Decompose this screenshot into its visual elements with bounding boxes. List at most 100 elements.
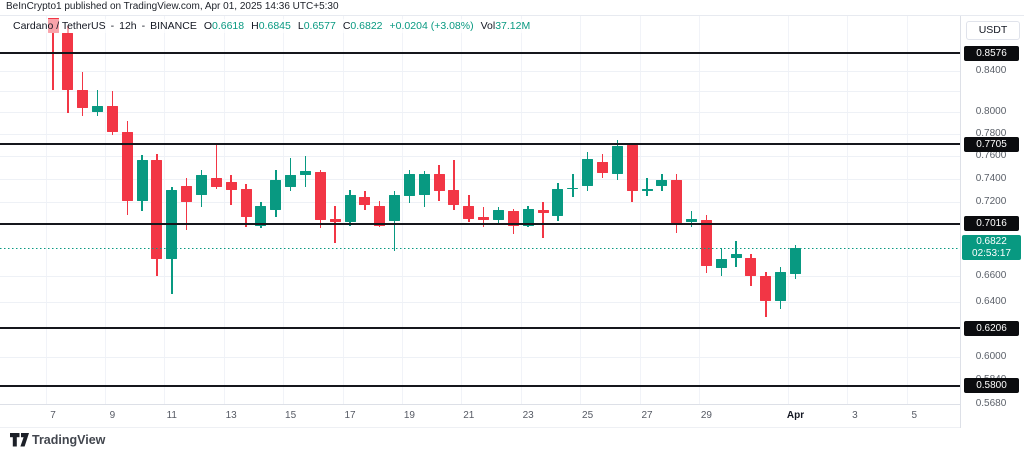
time-tick-label: 11 [166, 410, 177, 421]
price-line-badge: 0.7705 [964, 136, 1019, 152]
candle-body [151, 160, 163, 260]
candle-body [359, 197, 371, 206]
time-tick-label: 25 [582, 410, 594, 421]
candle-wick [453, 160, 455, 211]
vertical-gridline [906, 15, 908, 404]
tradingview-wordmark[interactable]: TradingView [32, 433, 106, 447]
time-tick-label: 29 [700, 410, 712, 421]
horizontal-gridline [0, 403, 960, 404]
candle-body [433, 174, 445, 192]
horizontal-gridline [0, 112, 960, 114]
time-tick-label: 5 [911, 410, 918, 421]
candle-body [225, 182, 237, 191]
candle-body [389, 194, 401, 222]
candle-body [181, 185, 193, 202]
price-tick-label: 0.6400 [975, 296, 1007, 308]
candle-body [493, 210, 504, 220]
price-tick-label: 0.7400 [975, 172, 1007, 184]
horizontal-gridline [0, 201, 960, 203]
candle-wick [572, 174, 574, 198]
candle-body [418, 174, 430, 195]
horizontal-gridline [0, 155, 960, 157]
vertical-gridline [639, 15, 641, 404]
candle-wick [646, 177, 648, 197]
current-price-line [0, 247, 960, 249]
horizontal-gridline [0, 302, 960, 304]
vertical-gridline [788, 15, 790, 404]
candle-body [62, 33, 74, 91]
current-price-badge: 0.6822 02:53:17 [962, 235, 1021, 261]
candle-body [582, 159, 594, 186]
attribution-bar: BeInCrypto1 published on TradingView.com… [0, 0, 1024, 16]
candle-wick [735, 240, 737, 267]
legend-separator: - [110, 20, 115, 32]
price-tick-label: 0.7200 [975, 195, 1007, 207]
legend-low: L0.6577 [297, 20, 336, 32]
price-line-badge: 0.5800 [964, 378, 1019, 394]
vertical-gridline [580, 15, 582, 404]
vertical-gridline [104, 15, 106, 404]
candle-wick [482, 206, 485, 228]
drawn-horizontal-line[interactable] [0, 52, 960, 55]
time-tick-label: 9 [109, 410, 116, 421]
horizontal-gridline [0, 91, 960, 93]
price-tick-label: 0.7800 [975, 127, 1007, 139]
horizontal-gridline [0, 133, 960, 135]
price-tick-label: 0.5680 [975, 397, 1007, 409]
candle-wick [96, 90, 99, 116]
vertical-gridline [45, 15, 47, 404]
legend-volume: Vol37.12M [480, 20, 531, 32]
candle-body [136, 160, 148, 201]
drawn-horizontal-line[interactable] [0, 384, 960, 387]
drawn-horizontal-line[interactable] [0, 327, 960, 330]
time-tick-label: 23 [522, 410, 534, 421]
time-axis[interactable]: 7 9 11 13 15 17 19 21 23 25 27 29 Apr 3 5 [0, 404, 1024, 428]
vertical-gridline [164, 15, 166, 404]
candle-body [537, 209, 549, 214]
legend-exchange: BINANCE [150, 20, 197, 32]
candle-body [448, 190, 460, 206]
candle-body [760, 275, 772, 301]
drawn-horizontal-line[interactable] [0, 143, 960, 146]
price-tick-label: 0.6600 [975, 269, 1007, 281]
time-tick-label: 17 [344, 410, 356, 421]
time-tick-label: 27 [641, 410, 653, 421]
candle-body [285, 175, 297, 187]
horizontal-gridline [0, 356, 960, 358]
candlestick-plot [0, 15, 960, 404]
candle-body [611, 145, 623, 175]
legend-symbol: Cardano / TetherUS [13, 20, 106, 32]
time-tick-label: 3 [852, 410, 858, 421]
candle-body [715, 259, 727, 269]
candle-body [790, 247, 801, 274]
candle-body [700, 219, 712, 266]
price-tick-label: 0.6000 [975, 350, 1007, 362]
horizontal-gridline [0, 178, 960, 180]
time-tick-label: 15 [285, 410, 297, 421]
legend-separator: - [141, 20, 146, 32]
vertical-gridline [461, 15, 463, 404]
price-axis[interactable]: USDT 0.58400.84000.80000.78000.76000.740… [960, 15, 1024, 428]
price-tick-label: 0.8000 [975, 106, 1007, 118]
price-tick-label: 0.8400 [975, 64, 1007, 76]
attribution-text: BeInCrypto1 published on TradingView.com… [6, 1, 339, 12]
tradingview-logo-icon[interactable] [10, 433, 29, 448]
candle-body [567, 187, 579, 190]
legend-change: +0.0204 (+3.08%) [389, 20, 474, 32]
currency-toggle-button[interactable]: USDT [966, 21, 1020, 40]
drawn-horizontal-line[interactable] [0, 222, 960, 225]
candle-body [92, 106, 104, 113]
price-line-badge: 0.6206 [964, 320, 1019, 336]
candle-body [522, 209, 534, 226]
vertical-gridline [698, 15, 700, 404]
time-tick-label: 13 [225, 410, 237, 421]
candle-body [106, 106, 118, 132]
horizontal-gridline [0, 70, 960, 72]
time-tick-label: 7 [50, 410, 56, 421]
footer-bar: TradingView [0, 428, 1024, 456]
candle-body [478, 217, 490, 220]
candle-wick [289, 158, 292, 192]
candle-body [210, 177, 222, 187]
candle-body [745, 258, 757, 276]
